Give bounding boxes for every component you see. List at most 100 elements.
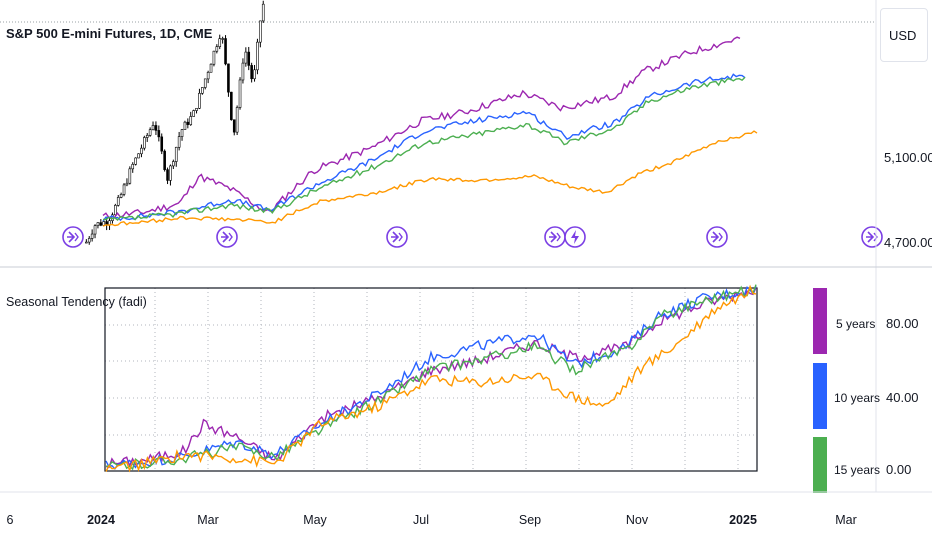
candle [180,128,184,141]
candle [169,164,172,186]
main-line-15-years [103,76,746,221]
candle [114,203,117,216]
candle [198,88,201,110]
time-tick-mar: Mar [197,513,219,527]
candle [256,38,259,75]
dividend-arrow-icon[interactable] [216,226,238,248]
indicator-line-5-years [105,287,757,469]
currency-button[interactable]: USD [880,8,928,62]
candle [145,133,149,142]
candle [177,131,181,151]
candle [206,70,210,84]
price-tick-4700: 4,700.00 [884,235,932,250]
candle [85,239,88,244]
legend-label-10-years: 10 years [834,391,880,405]
candle [163,149,166,172]
candle [221,36,224,44]
candle [212,50,216,67]
candle [166,167,169,185]
legend-swatch-5-years [813,288,827,354]
candle [224,35,227,66]
indicator-lines [105,284,757,473]
indicator-tick-0: 0.00 [886,462,911,477]
candle [125,178,129,187]
candle [227,63,230,97]
candle [261,0,265,23]
candle [160,133,164,155]
candle [134,157,137,166]
candle [140,144,143,158]
candle [238,77,242,110]
indicator-title: Seasonal Tendency (fadi) [6,295,147,309]
candle [131,162,135,173]
legend-label-15-years: 15 years [834,463,880,477]
candle [90,229,94,242]
candle [148,127,152,137]
candle [253,64,256,82]
time-axis[interactable]: 6 2024 Mar May Jul Sep Nov 2025 Mar [7,513,857,527]
candle [128,166,132,185]
dividend-arrow-icon[interactable] [861,226,883,248]
legend-swatch-15-years [813,437,827,493]
price-tick-5100: 5,100.00 [884,150,932,165]
candle [218,34,222,50]
time-tick-may: May [303,513,327,527]
indicator-frame [104,287,758,472]
time-tick-mar: Mar [835,513,857,527]
candle [183,120,187,130]
candle [116,195,120,207]
event-markers [62,226,883,248]
indicator-tick-40: 40.00 [886,390,919,405]
main-line-10-years [102,73,746,222]
time-tick-nov: Nov [626,513,649,527]
candle [209,63,213,73]
symbol-title: S&P 500 E-mini Futures, 1D, CME [6,26,213,41]
candle [172,159,175,170]
indicator-pane: Seasonal Tendency (fadi) 5 years 10 year… [6,284,919,493]
legend-label-5-years: 5 years [836,317,875,331]
dividend-arrow-icon[interactable] [386,226,408,248]
candle [143,135,146,151]
time-tick-2024: 2024 [87,513,115,527]
candle [186,118,190,129]
candle [230,91,233,121]
candle [201,87,204,95]
candle [151,121,155,131]
dividend-arrow-icon[interactable] [62,226,84,248]
candle [247,46,251,71]
lightning-icon[interactable] [564,226,586,248]
currency-label: USD [889,28,917,43]
time-tick-6: 6 [7,513,14,527]
candle [192,109,195,117]
candle [250,62,253,83]
legend-swatch-10-years [813,363,827,429]
candle [93,224,97,239]
candle [232,119,236,136]
candle [119,192,123,199]
candle [99,219,103,227]
candle [241,58,245,84]
candle [244,47,248,67]
candle [157,125,161,142]
candle [215,44,219,54]
candle [195,107,198,114]
price-pane: S&P 500 E-mini Futures, 1D, CME [0,0,883,248]
candle [235,105,239,136]
candle [189,111,193,126]
candles-group [85,0,265,245]
indicator-grid [105,288,757,471]
dividend-arrow-icon[interactable] [706,226,728,248]
candle [259,20,262,48]
main-line-orange [102,130,758,227]
candle [137,153,140,159]
main-line-5-years [102,36,741,220]
time-tick-jul: Jul [413,513,429,527]
indicator-line-orange [105,284,757,473]
candle [96,222,100,229]
dividend-arrow-icon[interactable] [544,226,566,248]
candle [87,236,91,245]
candle [174,146,178,167]
candle [154,121,158,135]
main-seasonal-lines [102,36,758,227]
